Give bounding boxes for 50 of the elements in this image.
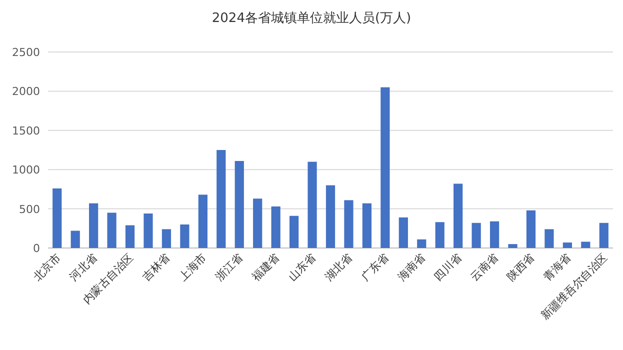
x-tick-label: 青海省 <box>541 250 574 284</box>
bar <box>326 185 336 248</box>
x-tick-label: 福建省 <box>249 250 282 284</box>
x-tick-label: 山东省 <box>286 250 318 284</box>
x-tick-label: 上海市 <box>176 250 210 284</box>
bar <box>271 206 280 248</box>
y-tick-label: 2500 <box>12 46 40 59</box>
bar <box>107 212 116 248</box>
y-tick-label: 2000 <box>12 85 40 98</box>
x-tick-label: 河北省 <box>67 250 100 284</box>
x-tick-label: 陕西省 <box>504 250 538 284</box>
bar <box>52 188 62 248</box>
bar <box>344 200 354 248</box>
bar <box>89 203 98 248</box>
bar <box>125 225 135 248</box>
x-tick-label: 湖北省 <box>322 250 355 284</box>
chart-title: 2024各省城镇单位就业人员(万人) <box>212 11 412 26</box>
bar <box>198 194 208 248</box>
x-tick-label: 浙江省 <box>212 250 246 284</box>
bar <box>380 87 390 248</box>
x-tick-label: 广东省 <box>358 250 392 284</box>
bar <box>526 210 536 248</box>
y-tick-label: 1500 <box>12 124 40 138</box>
bar <box>562 242 572 248</box>
y-tick-label: 1000 <box>12 164 40 177</box>
bar <box>454 184 463 248</box>
x-tick-label: 吉林省 <box>140 250 173 284</box>
bar <box>180 224 190 248</box>
bar <box>362 203 372 248</box>
bar <box>581 242 590 248</box>
x-tick-label: 海南省 <box>395 250 428 284</box>
bar <box>70 230 80 248</box>
bar <box>435 222 444 248</box>
bar <box>398 217 408 248</box>
bar <box>417 239 426 248</box>
x-tick-label: 四川省 <box>432 250 464 284</box>
y-tick-label: 500 <box>19 202 40 216</box>
x-tick-label: 云南省 <box>468 250 501 284</box>
bar <box>253 198 262 248</box>
bar <box>234 160 244 248</box>
bar <box>144 214 153 248</box>
bar <box>508 244 518 248</box>
bar <box>599 222 608 248</box>
bar <box>162 229 172 248</box>
bar <box>490 221 500 248</box>
bar <box>308 162 317 248</box>
bar <box>544 229 554 248</box>
bar <box>216 150 226 248</box>
bar <box>289 216 299 248</box>
bar <box>472 222 481 248</box>
